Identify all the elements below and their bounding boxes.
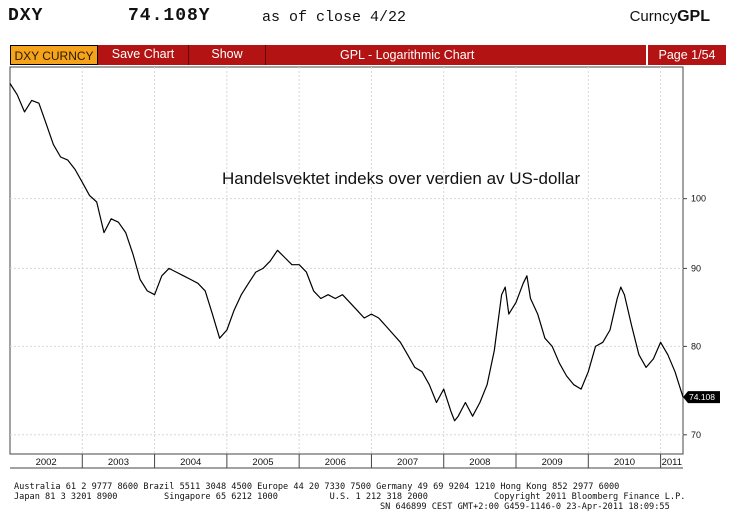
- show-button[interactable]: Show: [211, 47, 243, 61]
- last-value-marker: 74.108: [683, 391, 720, 404]
- x-tick-label: 2009: [542, 457, 563, 468]
- x-tick-label: 2008: [469, 457, 490, 468]
- footer-session: SN 646899 CEST GMT+2:00 G459-1146-0 23-A…: [380, 502, 670, 512]
- footer-copyright: Copyright 2011 Bloomberg Finance L.P.: [494, 492, 686, 502]
- series-line-dxy: [9, 83, 684, 422]
- security-source: CurncyGPL: [630, 8, 710, 26]
- plot-frame: [9, 66, 684, 455]
- x-tick-label: 2010: [614, 457, 635, 468]
- y-tick-label: 70: [691, 430, 701, 440]
- footer-line-2: Japan 81 3 3201 8900 Singapore 65 6212 1…: [14, 492, 428, 502]
- x-tick-label: 2006: [325, 457, 346, 468]
- x-tick-label: 2002: [36, 457, 57, 468]
- y-tick-label: 90: [691, 263, 701, 273]
- y-tick-label: 100: [691, 194, 706, 204]
- chart-title: Handelsvektet indeks over verdien av US-…: [222, 169, 580, 188]
- x-tick-label: 2004: [180, 457, 201, 468]
- source-code: GPL: [677, 8, 710, 25]
- chart-type-title: GPL - Logarithmic Chart: [340, 48, 475, 62]
- x-tick-label: 2003: [108, 457, 129, 468]
- x-tick-label: 2005: [252, 457, 273, 468]
- last-value-badge: [683, 391, 720, 404]
- grid-lines: [10, 67, 683, 454]
- toolbar-divider: [188, 45, 189, 65]
- save-chart-button[interactable]: Save Chart: [111, 47, 175, 61]
- x-tick-label: 2007: [397, 457, 418, 468]
- x-axis: 2002 2003 2004 2005 2006 2007 2008 2009 2010 2011: [10, 454, 683, 469]
- ticker-symbol: DXY: [8, 6, 44, 26]
- x-tick-label: 2011: [662, 457, 682, 468]
- as-of-date: as of close 4/22: [262, 9, 407, 26]
- ticker-field[interactable]: DXY CURNCY: [10, 45, 98, 65]
- footer-contacts: Australia 61 2 9777 8600 Brazil 5511 304…: [14, 482, 619, 502]
- toolbar-divider: [265, 45, 266, 65]
- footer-line-1: Australia 61 2 9777 8600 Brazil 5511 304…: [14, 482, 620, 492]
- last-price: 74.108Y: [128, 6, 211, 26]
- y-tick-label: 80: [691, 341, 701, 351]
- last-value-label: 74.108: [689, 392, 715, 402]
- page-indicator[interactable]: Page 1/54: [646, 45, 726, 65]
- chart-toolbar: DXY CURNCY Save Chart Show GPL - Logarit…: [10, 45, 726, 65]
- y-axis: 70 80 90 100: [683, 194, 706, 440]
- source-prefix: Curncy: [629, 8, 678, 25]
